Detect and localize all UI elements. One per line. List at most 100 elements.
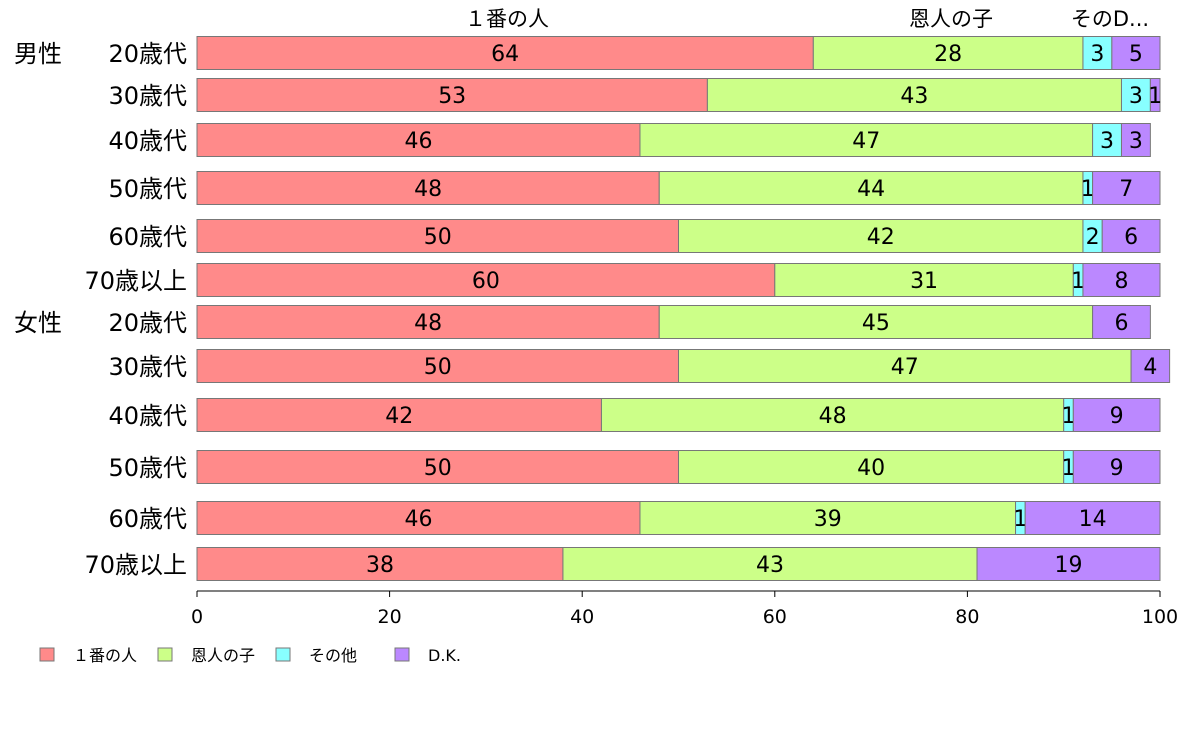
x-tick-label: 60 [763, 606, 787, 628]
top-series-label: そのD... [1071, 7, 1149, 31]
category-label: 70歳以上 [84, 267, 187, 295]
data-label: 47 [891, 355, 919, 380]
category-label: 20歳代 [108, 40, 187, 68]
bar-segment [976, 547, 1161, 581]
legend: １番の人 恩人の子 その他 D.K. [39, 646, 461, 665]
data-label: 1 [1081, 177, 1095, 202]
bar-segment [562, 547, 978, 581]
bar-segment [1120, 78, 1151, 112]
bar-segment [1072, 450, 1161, 484]
data-label: 44 [857, 177, 885, 202]
bar-row: 50 47 4 [196, 349, 1171, 383]
bar-segment [196, 78, 708, 112]
data-label: 46 [404, 507, 432, 532]
data-label: 7 [1119, 177, 1133, 202]
category-label: 50歳代 [108, 454, 187, 482]
bar-row: 46 39 1 14 [196, 501, 1161, 535]
bar-segment [1092, 171, 1161, 205]
category-label: 60歳代 [108, 505, 187, 533]
data-label: 3 [1129, 129, 1143, 154]
bar-segment [196, 547, 564, 581]
data-label: 19 [1055, 553, 1083, 578]
x-axis: 0 20 40 60 80 100 [191, 590, 1178, 628]
data-label: 50 [424, 225, 452, 250]
bar-row: 60 31 1 8 [196, 263, 1161, 297]
legend-swatch [394, 647, 410, 662]
y-axis-labels: 20歳代男性30歳代40歳代50歳代60歳代70歳以上20歳代女性30歳代40歳… [14, 40, 187, 579]
group-label: 男性 [14, 40, 62, 68]
data-label: 9 [1110, 404, 1124, 429]
legend-item: D.K. [394, 646, 461, 665]
bar-segment [639, 123, 1094, 157]
data-label: 50 [424, 456, 452, 481]
data-label: 6 [1124, 225, 1138, 250]
category-label: 60歳代 [108, 223, 187, 251]
bar-segment [1082, 36, 1113, 70]
data-label: 14 [1079, 507, 1107, 532]
bar-segment [678, 219, 1084, 253]
top-series-labels: １番の人 恩人の子 そのD... [465, 7, 1149, 31]
data-label: 45 [862, 311, 890, 336]
legend-swatch [275, 647, 291, 662]
bar-segment [196, 501, 641, 535]
bar-segment [196, 398, 602, 432]
data-label: 6 [1114, 311, 1128, 336]
bar-row: 48 45 6 [196, 305, 1151, 339]
data-label: 1 [1013, 507, 1027, 532]
data-label: 4 [1143, 355, 1157, 380]
bar-segment [1101, 219, 1161, 253]
data-label: 48 [414, 177, 442, 202]
top-series-label: １番の人 [465, 7, 549, 31]
legend-item: その他 [275, 646, 357, 665]
data-label: 42 [867, 225, 895, 250]
category-label: 20歳代 [108, 309, 187, 337]
bar-segment [196, 123, 641, 157]
data-label: 1 [1148, 84, 1162, 109]
legend-item: １番の人 [39, 646, 137, 665]
data-label: 40 [857, 456, 885, 481]
data-label: 3 [1090, 42, 1104, 67]
legend-label: 恩人の子 [191, 646, 255, 665]
data-label: 47 [852, 129, 880, 154]
data-label: 9 [1110, 456, 1124, 481]
bar-segment [706, 78, 1122, 112]
bar-segment [1092, 123, 1122, 157]
data-label: 39 [814, 507, 842, 532]
bars-area: 64 28 3 553 43 3 146 47 3 348 44 1 750 42 2 660 31 1 848 45… [196, 36, 1171, 581]
data-label: 5 [1129, 42, 1143, 67]
legend-item: 恩人の子 [157, 646, 255, 665]
bar-segment [1130, 349, 1171, 383]
data-label: 28 [934, 42, 962, 67]
bar-row: 42 48 1 9 [196, 398, 1161, 432]
bar-segment [1092, 305, 1151, 339]
data-label: 64 [491, 42, 519, 67]
x-tick-label: 100 [1142, 606, 1178, 628]
x-tick-label: 20 [378, 606, 402, 628]
bar-row: 50 42 2 6 [196, 219, 1161, 253]
x-tick-label: 80 [955, 606, 979, 628]
category-label: 50歳代 [108, 175, 187, 203]
data-label: 3 [1129, 84, 1143, 109]
bar-segment [1120, 123, 1151, 157]
bar-segment [196, 450, 679, 484]
bar-segment [196, 263, 776, 297]
bar-segment [600, 398, 1065, 432]
bar-segment [812, 36, 1084, 70]
x-tick-label: 40 [570, 606, 594, 628]
data-label: 1 [1062, 404, 1076, 429]
data-label: 50 [424, 355, 452, 380]
data-label: 48 [819, 404, 847, 429]
legend-swatch [157, 647, 173, 662]
data-label: 38 [366, 553, 394, 578]
bar-row: 50 40 1 9 [196, 450, 1161, 484]
data-label: 8 [1114, 269, 1128, 294]
data-label: 3 [1100, 129, 1114, 154]
bar-segment [678, 450, 1065, 484]
bar-segment [1149, 78, 1161, 112]
category-label: 30歳代 [108, 353, 187, 381]
legend-label: １番の人 [73, 646, 137, 665]
bar-segment [1024, 501, 1161, 535]
bar-segment [1072, 398, 1161, 432]
bar-segment [658, 305, 1094, 339]
